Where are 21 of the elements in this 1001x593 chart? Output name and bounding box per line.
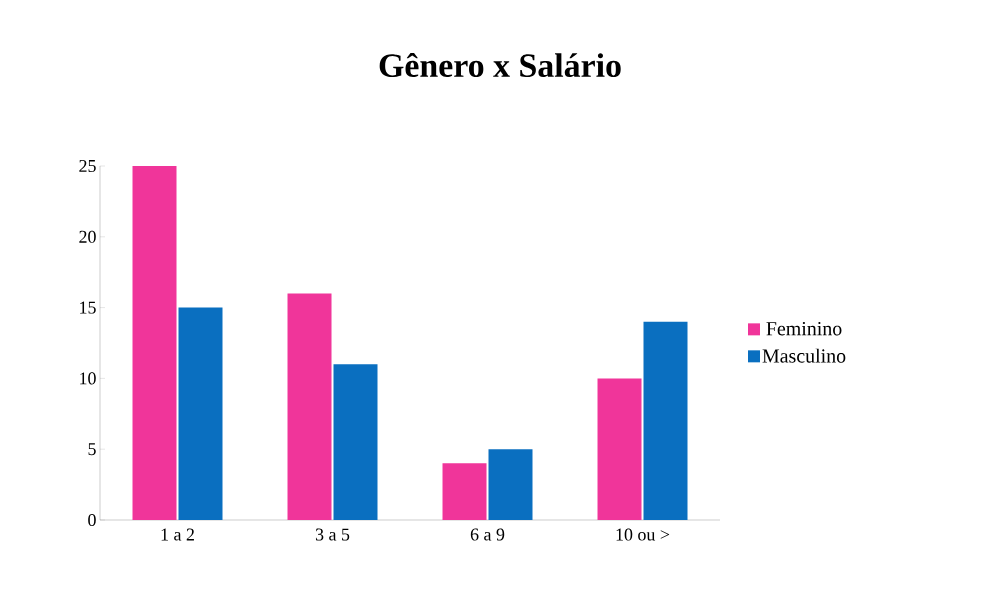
y-tick-label: 10 (80, 372, 96, 385)
bar (287, 293, 332, 520)
y-tick-label: 5 (88, 443, 96, 456)
y-tick-label: 0 (88, 513, 96, 527)
bar (488, 449, 533, 520)
bar (442, 463, 487, 520)
y-tick-label: 15 (80, 301, 96, 314)
bar (597, 378, 642, 520)
bar (132, 166, 177, 520)
x-tick-label: 10 ou > (616, 528, 670, 541)
x-tick-label: 3 a 5 (315, 528, 350, 541)
y-tick-label: 25 (79, 159, 96, 173)
bar (178, 307, 223, 520)
x-tick-label: 1 a 2 (161, 528, 194, 541)
chart-title: Gênero x Salário (379, 52, 621, 78)
y-tick-label: 20 (79, 230, 96, 243)
legend-label: Masculino (762, 348, 846, 363)
bar (333, 364, 378, 520)
legend-label: Feminino (766, 322, 842, 336)
bar (643, 321, 688, 520)
x-tick-label: 6 a 9 (470, 528, 505, 541)
